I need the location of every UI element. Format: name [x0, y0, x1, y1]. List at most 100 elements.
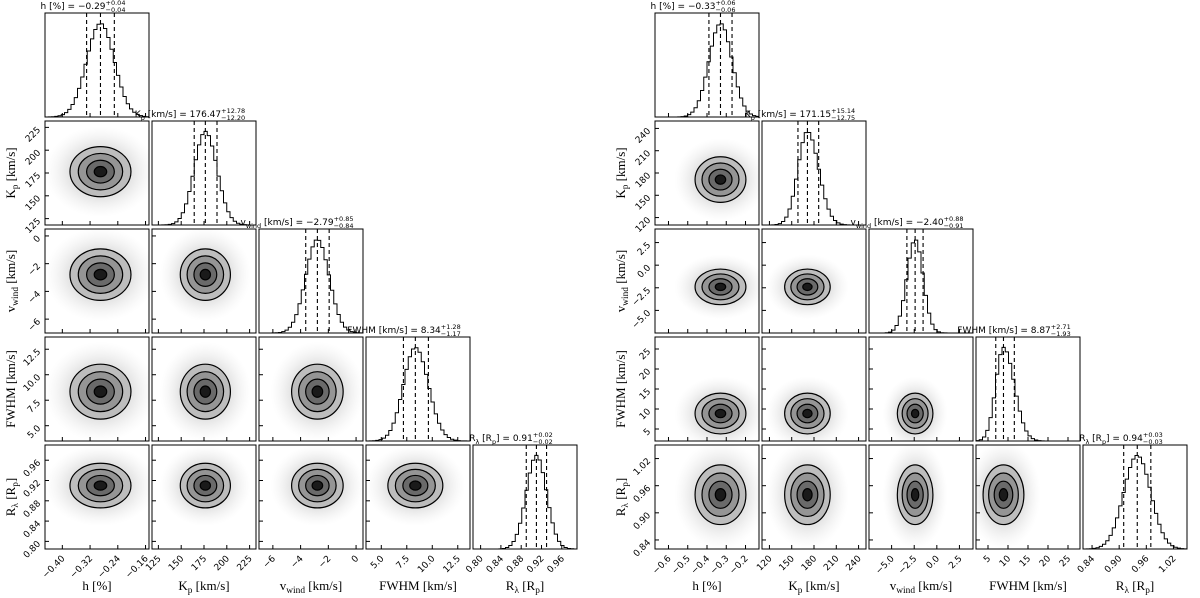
panel-title: Kp [km/s] = 176.47+12.78 −12.20 — [135, 107, 245, 122]
title-lower-error: −1.93 — [1051, 330, 1071, 338]
density — [766, 376, 849, 441]
y-axis-label-part: λ — [11, 503, 21, 508]
title-lower-error: −0.02 — [533, 438, 553, 446]
x-tick-label: 0 — [350, 554, 361, 565]
contour — [802, 282, 813, 292]
histogram — [1082, 455, 1188, 550]
y-axis-label-part: p — [11, 184, 21, 189]
x-axis-label: Kp [km/s] — [178, 578, 229, 596]
density — [766, 445, 849, 549]
x-tick-label: 1.02 — [1157, 554, 1178, 575]
y-axis-label: FWHM [km/s] — [613, 350, 628, 428]
x-tick-label: 5.0 — [369, 554, 386, 571]
y-axis-label: vwind [km/s] — [3, 250, 21, 312]
x-tick-label: 0.84 — [1076, 554, 1097, 575]
panel — [654, 444, 760, 550]
density — [674, 376, 759, 441]
panel-frame — [868, 228, 974, 334]
title-lower-error: −1.17 — [441, 330, 461, 338]
panel — [761, 120, 867, 226]
y-axis-label-part: K — [613, 189, 628, 199]
x-axis-label-part: h [%] — [692, 578, 721, 593]
panel — [365, 444, 471, 550]
x-tick-label: 0.96 — [1130, 554, 1151, 575]
density — [674, 254, 759, 320]
contour — [802, 408, 813, 419]
contour — [409, 480, 422, 491]
y-axis-label-part: v — [3, 305, 18, 312]
density — [45, 445, 149, 527]
density — [674, 445, 759, 549]
x-tick-label: 5 — [982, 554, 993, 565]
density — [765, 254, 849, 320]
panel-title-part: v — [241, 218, 247, 228]
x-axis-label-part: v — [890, 578, 897, 593]
y-tick-label: 200 — [24, 148, 43, 167]
y-axis-label-part: R — [613, 507, 628, 516]
density — [45, 126, 149, 218]
panel — [868, 228, 974, 334]
contour — [714, 174, 727, 185]
contour — [910, 488, 920, 502]
y-tick-label: 25 — [638, 347, 653, 362]
contour — [93, 268, 108, 281]
panel-title-part: p — [141, 114, 145, 122]
panel — [975, 444, 1081, 550]
panel-title-part: wind — [246, 222, 261, 230]
y-axis-label: vwind [km/s] — [613, 250, 631, 312]
panel-title: h [%] = −0.33+0.06 −0.06 — [651, 0, 736, 14]
panel-frame — [258, 336, 364, 442]
x-axis-label-part: v — [280, 578, 287, 593]
x-tick-label: 210 — [822, 554, 841, 573]
x-axis-label: h [%] — [692, 578, 721, 593]
y-axis-label: Kp [km/s] — [3, 147, 21, 198]
histogram — [258, 239, 364, 334]
panel-title-part: λ — [1085, 438, 1089, 446]
x-tick-label: −0.24 — [96, 554, 123, 581]
contour — [199, 480, 212, 491]
y-axis-label-part: p — [11, 482, 21, 487]
y-tick-label: 180 — [634, 171, 653, 190]
x-axis-label: h [%] — [82, 578, 111, 593]
panel-frame — [868, 336, 974, 442]
x-axis-label-part: [R — [1129, 578, 1146, 593]
y-tick-label: 175 — [24, 171, 43, 190]
title-lower-error: −0.84 — [334, 222, 354, 230]
panel — [44, 120, 150, 226]
x-tick-label: −6 — [262, 554, 279, 571]
panel — [761, 444, 867, 550]
y-tick-label: 5.0 — [26, 424, 43, 441]
y-axis-label-part: [km/s] — [613, 250, 628, 287]
panel-frame — [975, 336, 1081, 442]
panel-title-part: [R — [479, 434, 492, 444]
density — [976, 445, 1041, 549]
x-tick-label: 175 — [190, 554, 209, 573]
x-axis-label-part: ] — [540, 578, 544, 593]
y-tick-label: 5 — [642, 427, 653, 438]
contour — [714, 408, 727, 419]
panel-title-part: [km/s] = 171.15 — [755, 110, 831, 120]
y-tick-label: 12.5 — [22, 347, 43, 368]
panel-title: vwind [km/s] = −2.40+0.88 −0.91 — [851, 215, 964, 230]
panel — [761, 228, 867, 334]
panel — [44, 444, 150, 550]
contour — [93, 385, 108, 398]
x-tick-label: 12.5 — [442, 554, 463, 575]
title-upper-error: +0.04 — [106, 0, 126, 7]
contour — [199, 385, 212, 398]
y-tick-label: −4 — [27, 289, 44, 306]
contour — [93, 165, 108, 178]
x-tick-label: 150 — [778, 554, 797, 573]
x-tick-label: 225 — [236, 554, 255, 573]
panel-title-part: p — [751, 114, 755, 122]
density — [270, 341, 363, 441]
density — [674, 138, 759, 221]
panel-title: vwind [km/s] = −2.79+0.85 −0.84 — [241, 215, 354, 230]
x-axis-label-part: p — [1145, 586, 1150, 596]
panel — [44, 228, 150, 334]
x-tick-label: −0.2 — [728, 554, 751, 577]
x-tick-label: −0.3 — [709, 554, 732, 577]
panel-title-part: v — [851, 218, 857, 228]
title-upper-error: +0.02 — [533, 431, 553, 439]
contour — [910, 408, 920, 419]
